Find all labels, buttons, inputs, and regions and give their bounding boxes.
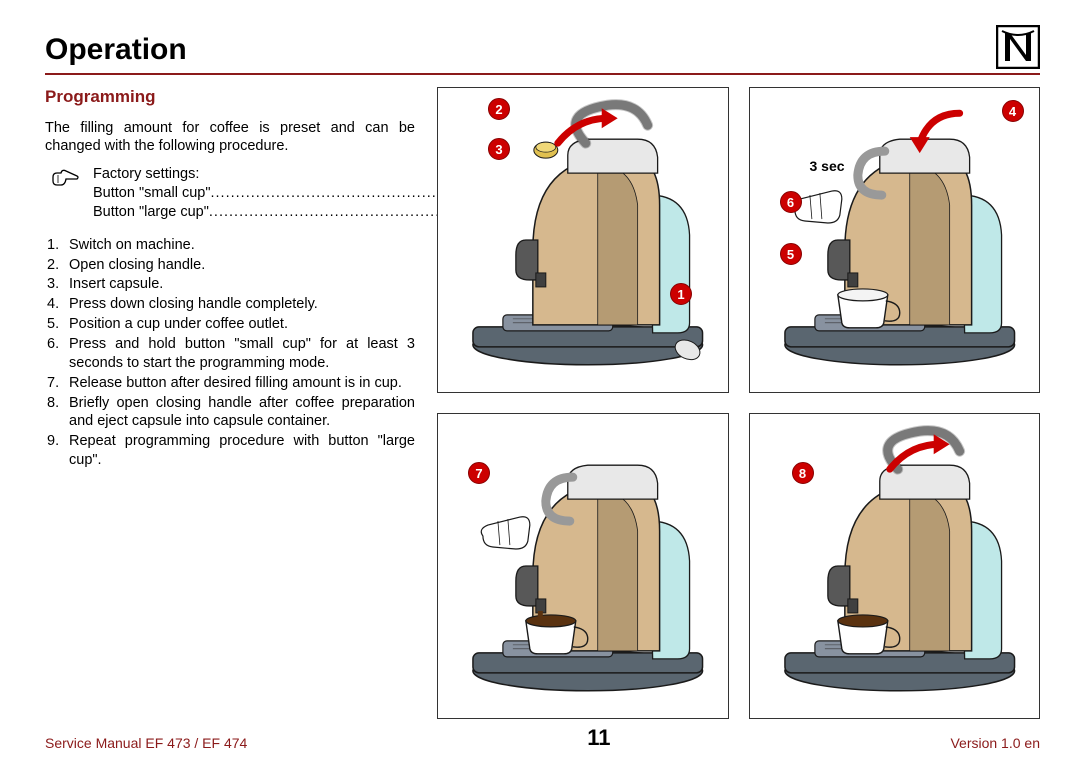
page-title: Operation	[45, 33, 187, 67]
step-badge: 6	[780, 191, 802, 213]
step-item: Position a cup under coffee outlet.	[45, 315, 415, 334]
footer: Service Manual EF 473 / EF 474 11 Versio…	[45, 719, 1040, 751]
step-badge: 2	[488, 98, 510, 120]
figure-panel-2: 4 6 5 3 sec	[749, 87, 1041, 393]
step-item: Release button after desired filling amo…	[45, 374, 415, 393]
section-title: Programming	[45, 87, 415, 107]
step-badge: 1	[670, 283, 692, 305]
intro-text: The filling amount for coffee is preset …	[45, 119, 415, 155]
steps-list: Switch on machine.Open closing handle.In…	[45, 236, 415, 470]
figure-grid: 2 3 1 4 6 5 3 sec 7 8	[437, 87, 1040, 719]
step-item: Repeat programming procedure with button…	[45, 432, 415, 470]
figure-panel-3: 7	[437, 413, 729, 719]
step-item: Press down closing handle completely.	[45, 295, 415, 314]
factory-settings: Factory settings: Button "small cup" 40m…	[45, 165, 415, 222]
page-number: 11	[587, 725, 610, 751]
step-badge: 7	[468, 462, 490, 484]
footer-right: Version 1.0 en	[950, 735, 1040, 751]
step-item: Press and hold button "small cup" for at…	[45, 335, 415, 373]
step-badge: 5	[780, 243, 802, 265]
text-column: Programming The filling amount for coffe…	[45, 87, 415, 719]
step-badge: 3	[488, 138, 510, 160]
brand-logo-icon	[996, 25, 1040, 69]
step-badge: 8	[792, 462, 814, 484]
step-item: Briefly open closing handle after coffee…	[45, 394, 415, 432]
step-item: Switch on machine.	[45, 236, 415, 255]
annotation-text: 3 sec	[810, 158, 845, 174]
step-badge: 4	[1002, 100, 1024, 122]
header: Operation	[45, 25, 1040, 75]
pointing-hand-icon	[51, 167, 79, 191]
figure-panel-4: 8	[749, 413, 1041, 719]
step-item: Insert capsule.	[45, 275, 415, 294]
footer-left: Service Manual EF 473 / EF 474	[45, 735, 247, 751]
figure-panel-1: 2 3 1	[437, 87, 729, 393]
step-item: Open closing handle.	[45, 256, 415, 275]
